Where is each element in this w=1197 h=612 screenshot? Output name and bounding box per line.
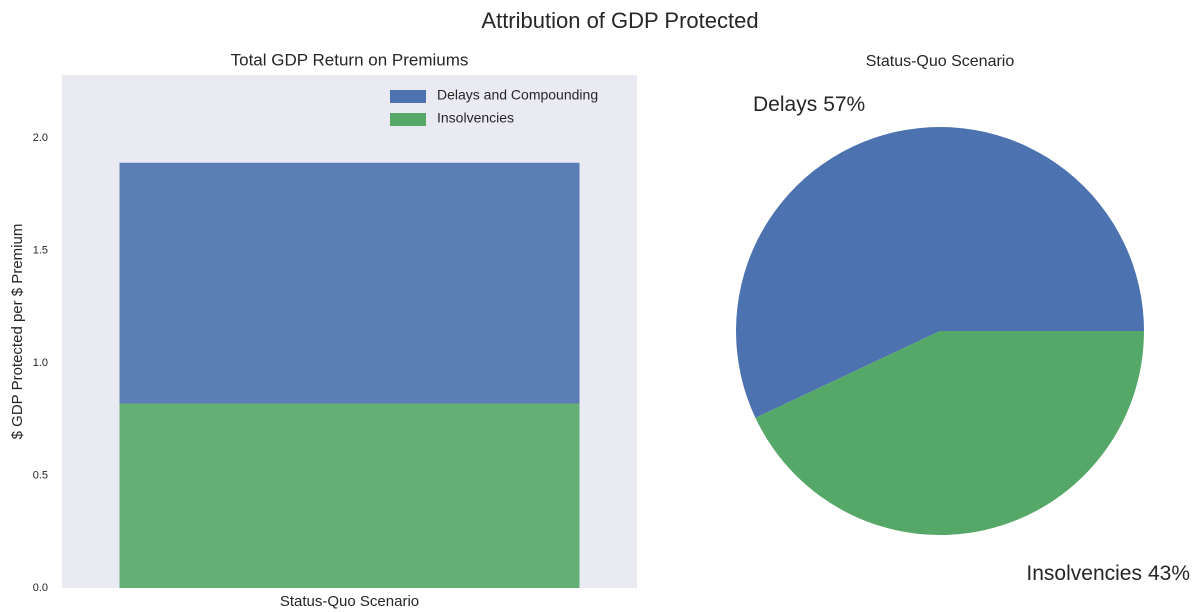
legend-swatch xyxy=(390,90,426,103)
pie-label-category: Delays xyxy=(753,93,817,116)
pie-label: Insolvencies 43% xyxy=(1026,562,1190,585)
y-tick-label: 1.5 xyxy=(33,244,48,256)
y-tick-label: 2.0 xyxy=(33,132,48,144)
chart-title: Total GDP Return on Premiums xyxy=(231,50,469,69)
pie-label-value: 57% xyxy=(823,93,865,116)
bar-segment xyxy=(119,403,580,588)
legend-swatch xyxy=(390,113,426,126)
bar-segment xyxy=(119,162,580,404)
legend-label: Delays and Compounding xyxy=(437,87,598,103)
x-tick-label: Status-Quo Scenario xyxy=(280,593,419,610)
pie-wedge xyxy=(736,126,1144,418)
legend-label: Insolvencies xyxy=(437,110,514,126)
chart-title: Status-Quo Scenario xyxy=(866,53,1015,70)
pie-wedge xyxy=(755,331,1144,535)
y-tick-label: 1.0 xyxy=(33,357,48,369)
y-axis-label: $ GDP Protected per $ Premium xyxy=(9,224,26,440)
pie-label-value: 43% xyxy=(1148,562,1190,585)
figure-title: Attribution of GDP Protected xyxy=(481,8,758,33)
pie-label: Delays 57% xyxy=(753,93,865,116)
y-tick-label: 0.5 xyxy=(33,469,48,481)
pie-label-category: Insolvencies xyxy=(1026,562,1142,585)
y-tick-label: 0.0 xyxy=(33,582,48,594)
